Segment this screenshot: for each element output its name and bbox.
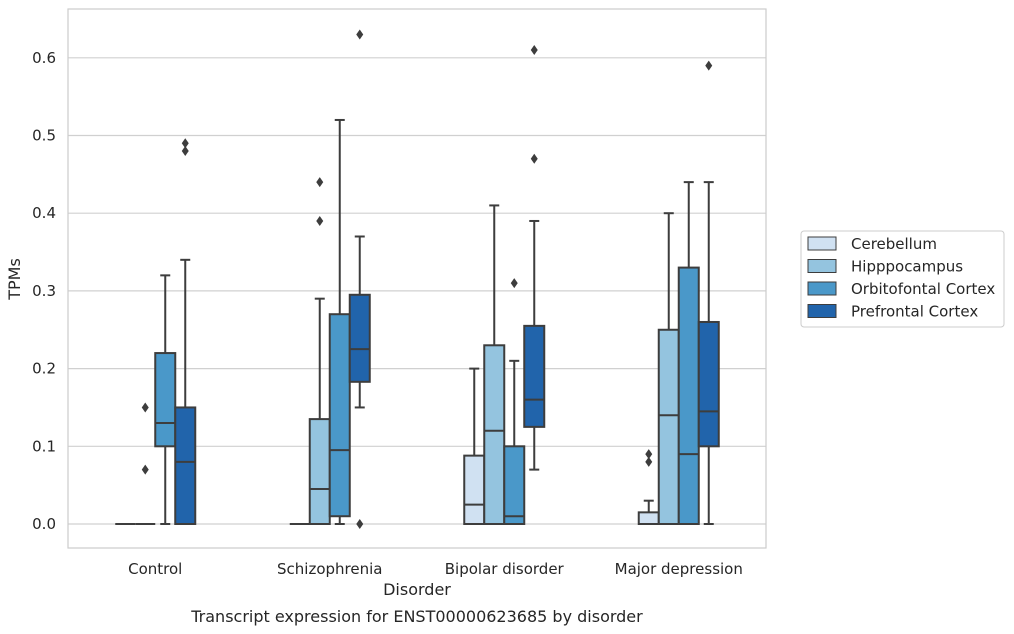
box-hipppocampus <box>657 212 680 525</box>
box-cerebellum <box>637 449 660 525</box>
box-body <box>657 328 680 525</box>
box-body <box>328 313 351 518</box>
x-tick-label: Schizophrenia <box>277 560 382 578</box>
y-tick-label: 0.0 <box>32 515 56 533</box>
x-axis-label: Disorder <box>383 580 451 599</box>
box-body <box>154 352 177 448</box>
box-hipppocampus <box>483 204 506 526</box>
box-body <box>174 406 197 526</box>
legend-frame <box>800 230 1005 328</box>
outlier-point <box>316 215 324 226</box>
y-tick-label: 0.6 <box>32 49 56 67</box>
y-tick-label: 0.2 <box>32 360 56 378</box>
box-orbitofontal-cortex <box>677 181 700 525</box>
outlier-point <box>141 402 149 413</box>
legend-label: Cerebellum <box>851 235 937 253</box>
legend-label: Hipppocampus <box>851 258 963 276</box>
y-tick-label: 0.3 <box>32 282 56 300</box>
box-cerebellum <box>463 367 486 525</box>
chart-caption: Transcript expression for ENST0000062368… <box>190 607 643 626</box>
box-orbitofontal-cortex <box>503 278 526 525</box>
outlier-point <box>356 519 364 529</box>
box-prefrontal-cortex <box>174 138 197 526</box>
legend-swatch <box>807 259 837 273</box>
y-tick-label: 0.4 <box>32 204 56 222</box>
outlier-point <box>316 177 324 188</box>
y-tick-labels: 0.0 0.1 0.2 0.3 0.4 0.5 0.6 <box>32 49 56 533</box>
legend-swatch <box>807 236 837 251</box>
box-body <box>677 266 700 525</box>
box-hipppocampus <box>135 402 156 525</box>
outlier-point <box>510 278 518 289</box>
box-prefrontal-cortex <box>348 29 371 529</box>
box-prefrontal-cortex <box>697 60 720 525</box>
outlier-point <box>530 153 538 164</box>
y-tick-label: 0.1 <box>32 437 56 455</box>
legend: Cerebellum Hipppocampus Orbitofontal Corte… <box>800 230 1005 328</box>
x-tick-labels: Control Schizophrenia Bipolar disorder Majo… <box>128 560 743 578</box>
x-tick-label: Bipolar disorder <box>445 560 565 578</box>
outlier-point <box>530 45 538 56</box>
legend-swatch <box>807 281 837 296</box>
box-body <box>637 511 660 525</box>
box-plots <box>115 29 720 529</box>
box-body <box>463 454 486 525</box>
outlier-point <box>645 456 653 467</box>
outlier-point <box>181 138 189 149</box>
box-body <box>308 418 331 526</box>
box-hipppocampus <box>308 177 331 526</box>
outlier-point <box>181 146 189 157</box>
outlier-point <box>141 464 149 475</box>
x-tick-label: Major depression <box>615 560 743 578</box>
x-tick-label: Control <box>128 560 182 578</box>
box-orbitofontal-cortex <box>328 118 351 525</box>
box-body <box>348 293 371 383</box>
outlier-point <box>645 449 653 460</box>
legend-label: Orbitofontal Cortex <box>851 280 995 298</box>
box-orbitofontal-cortex <box>154 274 177 525</box>
box-body <box>697 320 720 448</box>
box-prefrontal-cortex <box>523 45 546 471</box>
box-body <box>523 324 546 428</box>
plot-area-frame <box>67 8 767 549</box>
box-body <box>503 445 526 525</box>
outlier-point <box>356 29 364 40</box>
y-tick-label: 0.5 <box>32 127 56 145</box>
outlier-point <box>705 60 713 71</box>
legend-label: Prefrontal Cortex <box>851 303 978 321</box>
box-body <box>483 344 506 526</box>
y-axis-label: TPMs <box>5 258 24 301</box>
legend-swatch <box>807 304 837 318</box>
